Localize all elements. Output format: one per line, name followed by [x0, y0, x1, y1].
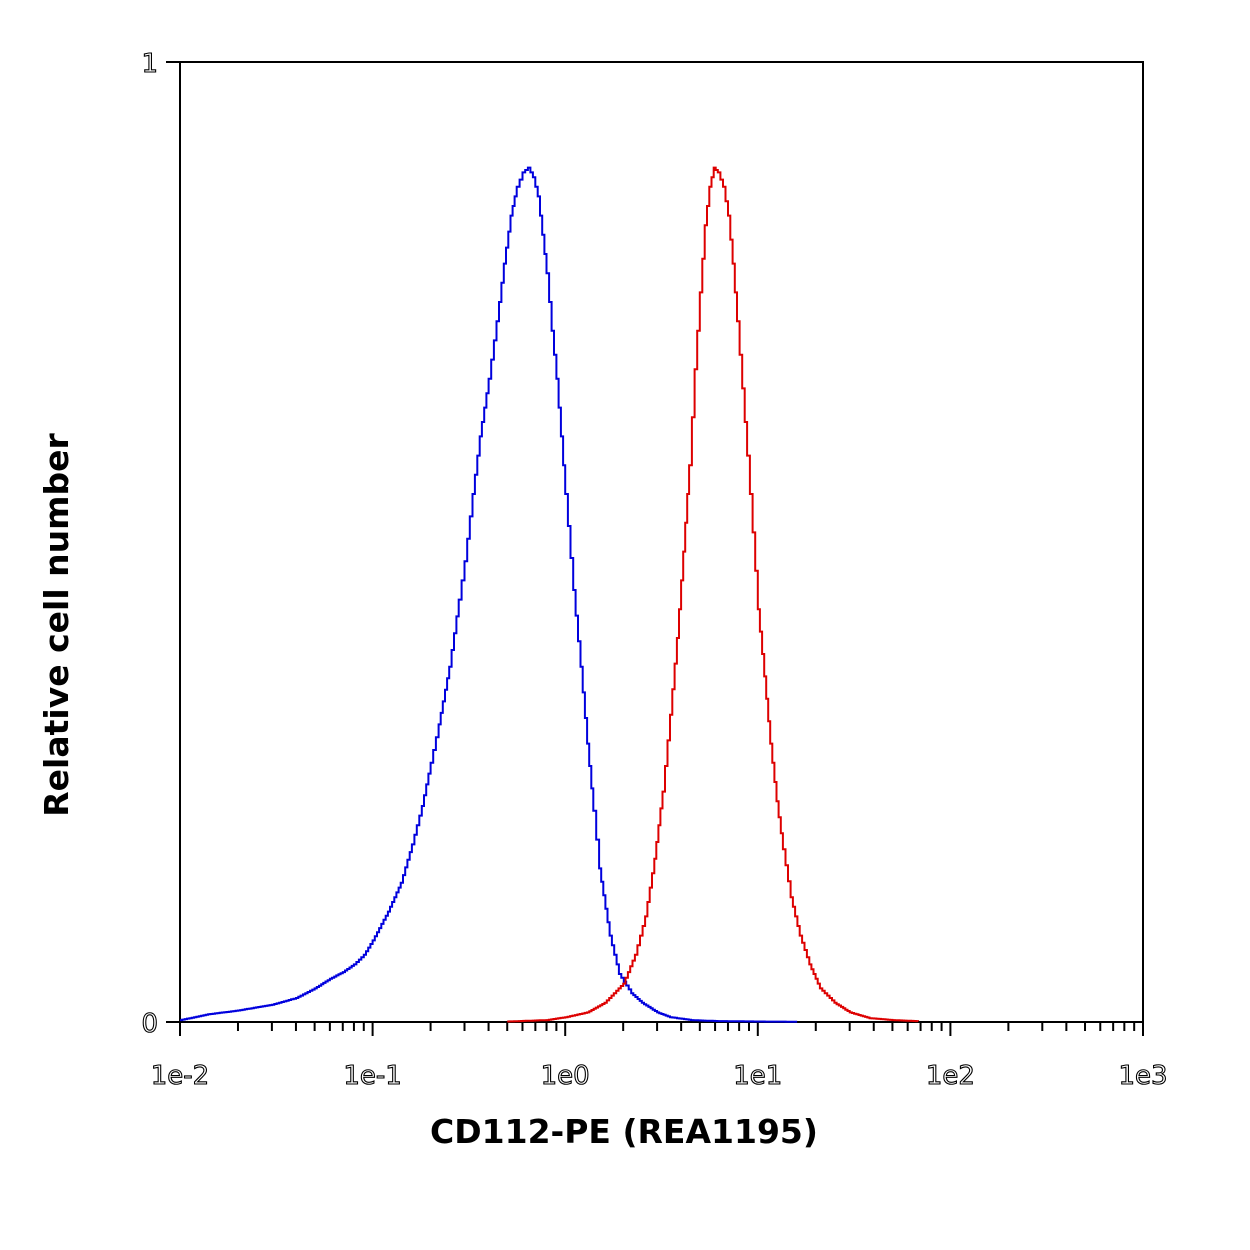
x-axis-title: CD112-PE (REA1195) — [430, 1112, 818, 1151]
x-tick-label: 1e-2 — [151, 1061, 209, 1091]
x-tick-label: 1e2 — [926, 1061, 975, 1091]
x-tick-label: 1e1 — [733, 1061, 782, 1091]
x-tick-label: 1e3 — [1118, 1061, 1167, 1091]
plot-frame — [179, 61, 1144, 1023]
y-tick-label: 0 — [141, 1009, 158, 1039]
series-line-2 — [507, 166, 920, 1023]
y-axis-title: Relative cell number — [37, 433, 76, 817]
x-tick-label: 1e0 — [541, 1061, 590, 1091]
series-line-1 — [180, 166, 798, 1023]
y-tick-label: 1 — [141, 49, 158, 79]
series-group — [180, 166, 920, 1023]
x-axis: 1e-2 1e-1 1e0 1e1 1e2 1e3 — [150, 1022, 1168, 1092]
y-axis: 01 — [141, 48, 180, 1040]
x-tick-label: 1e-1 — [343, 1061, 401, 1091]
